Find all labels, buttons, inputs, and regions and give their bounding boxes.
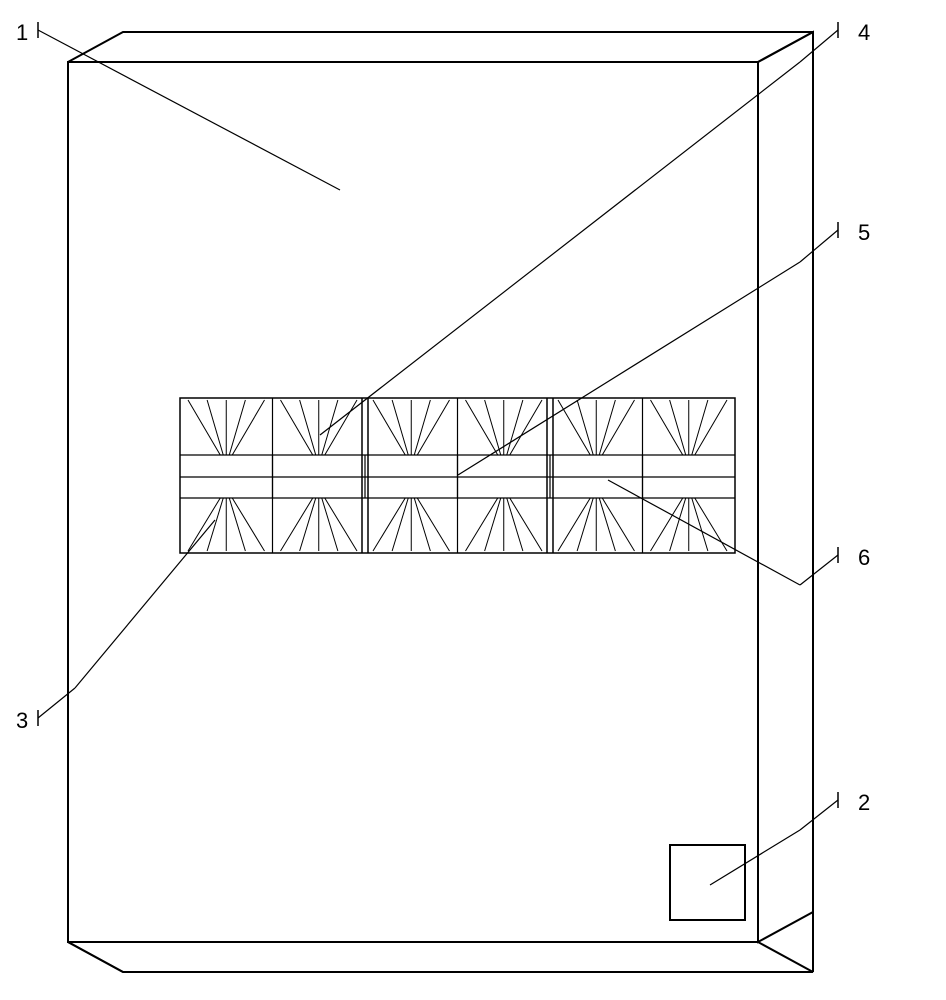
label-2: 2 [858,790,870,815]
leader-lines [38,22,838,885]
label-1: 1 [16,20,28,45]
label-6: 6 [858,545,870,570]
labels: 1 2 3 4 5 6 [16,20,870,815]
diagram-root: 1 2 3 4 5 6 [0,0,946,1000]
label-3: 3 [16,708,28,733]
label-5: 5 [858,220,870,245]
module-strip [180,398,735,553]
label-4: 4 [858,20,870,45]
small-corner-box [670,845,745,920]
